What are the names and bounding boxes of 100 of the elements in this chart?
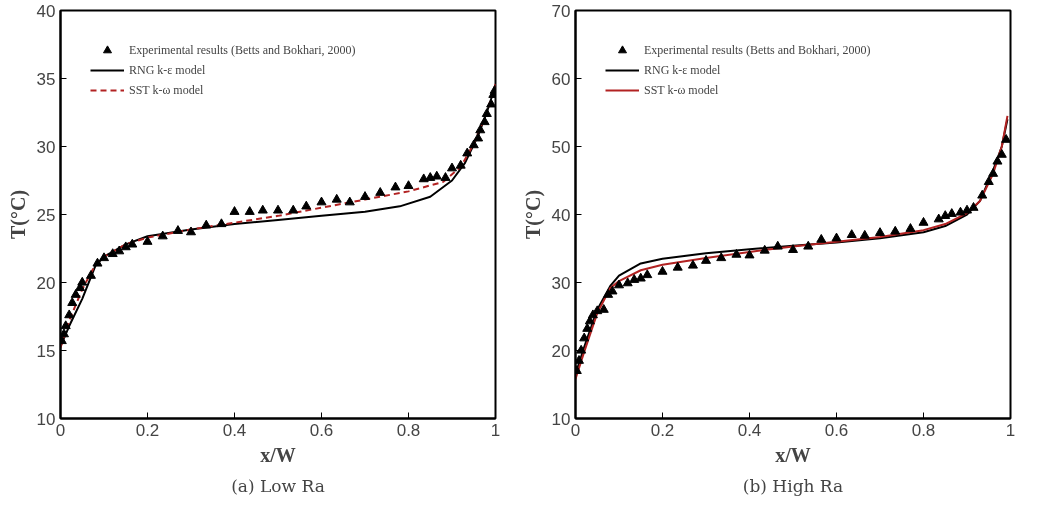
point — [996, 148, 1007, 158]
point — [582, 323, 593, 332]
point — [788, 244, 798, 253]
point — [622, 277, 633, 287]
x-tick-label: 0.4 — [737, 420, 762, 440]
y-tick-label: 60 — [551, 69, 571, 89]
point — [672, 261, 683, 271]
point — [77, 276, 88, 286]
y-tick-label: 10 — [551, 409, 571, 429]
point — [60, 328, 69, 338]
point — [988, 168, 999, 177]
point — [257, 204, 268, 214]
point — [85, 270, 96, 279]
text: (a) Low Ra — [231, 475, 325, 496]
point — [977, 189, 988, 199]
point — [575, 355, 584, 364]
x-tick-label: 0.6 — [824, 420, 849, 440]
x-tick-label: 0 — [55, 420, 66, 440]
x-axis-title: x/W — [260, 443, 296, 466]
point — [859, 229, 870, 239]
point — [890, 225, 901, 235]
point — [475, 124, 486, 134]
point — [657, 265, 668, 275]
point — [390, 181, 401, 191]
point — [584, 315, 595, 325]
point — [403, 180, 414, 190]
point — [946, 208, 957, 217]
x-axis-title: x/W — [775, 443, 811, 466]
x-tick-label: 0.2 — [135, 420, 160, 440]
y-tick-label: 20 — [551, 341, 571, 361]
x-tick-label: 0.4 — [222, 420, 247, 440]
point — [60, 320, 71, 330]
point — [468, 139, 479, 149]
point — [216, 218, 227, 228]
point — [579, 332, 590, 342]
point — [229, 206, 240, 215]
point — [479, 116, 490, 126]
point — [127, 238, 138, 248]
legend-label: Experimental results (Betts and Bokhari, 2000) — [644, 42, 871, 58]
point — [186, 226, 196, 236]
point — [831, 232, 842, 242]
point — [447, 162, 457, 172]
y-tick-label: 10 — [36, 409, 56, 429]
x-tick-label: 0.8 — [911, 420, 936, 440]
x-tick-label: 0.2 — [650, 420, 675, 440]
point — [481, 108, 492, 117]
point — [1001, 134, 1011, 143]
y-axis-title: T(°C) — [6, 189, 30, 240]
legend-label: SST k-ω model — [129, 82, 204, 98]
point — [486, 98, 496, 108]
point — [67, 297, 78, 306]
y-tick-label: 40 — [551, 205, 571, 225]
point — [992, 155, 1003, 165]
point — [759, 244, 770, 254]
point — [462, 147, 473, 157]
point — [288, 204, 299, 214]
point — [614, 279, 624, 289]
point — [375, 187, 386, 196]
point — [962, 204, 972, 214]
point — [875, 227, 885, 236]
point — [201, 219, 212, 229]
point — [360, 191, 370, 200]
point — [968, 202, 979, 211]
point — [114, 245, 125, 255]
point — [64, 309, 75, 319]
point — [846, 229, 857, 238]
point — [331, 193, 342, 203]
y-axis-title: T(°C) — [521, 189, 545, 240]
point — [157, 230, 168, 240]
point — [301, 200, 312, 210]
y-tick-label: 30 — [551, 273, 571, 293]
y-tick-label: 35 — [36, 69, 56, 89]
point — [905, 223, 916, 232]
legend-label: RNG k-ε model — [644, 62, 721, 78]
point — [687, 259, 698, 269]
point — [455, 159, 466, 169]
y-tick-label: 40 — [36, 1, 56, 21]
legend-label: SST k-ω model — [644, 82, 719, 98]
point — [344, 196, 355, 206]
y-tick-label: 50 — [551, 137, 571, 157]
y-tick-label: 20 — [36, 273, 56, 293]
text: (b) High Ra — [742, 475, 844, 496]
point — [473, 132, 484, 142]
point — [918, 216, 929, 226]
point — [983, 176, 994, 185]
point — [172, 225, 183, 234]
point — [744, 249, 755, 259]
y-tick-label: 15 — [36, 341, 56, 361]
point — [273, 204, 283, 214]
point — [70, 289, 81, 298]
point — [772, 240, 783, 250]
point — [142, 236, 153, 245]
point — [99, 252, 109, 262]
x-tick-label: 0 — [570, 420, 581, 440]
point — [642, 269, 653, 279]
point — [803, 240, 814, 250]
y-tick-label: 70 — [551, 1, 571, 21]
x-tick-label: 1 — [1005, 420, 1016, 440]
legend-label: Experimental results (Betts and Bokhari, 2000) — [129, 42, 356, 58]
point — [701, 255, 711, 264]
